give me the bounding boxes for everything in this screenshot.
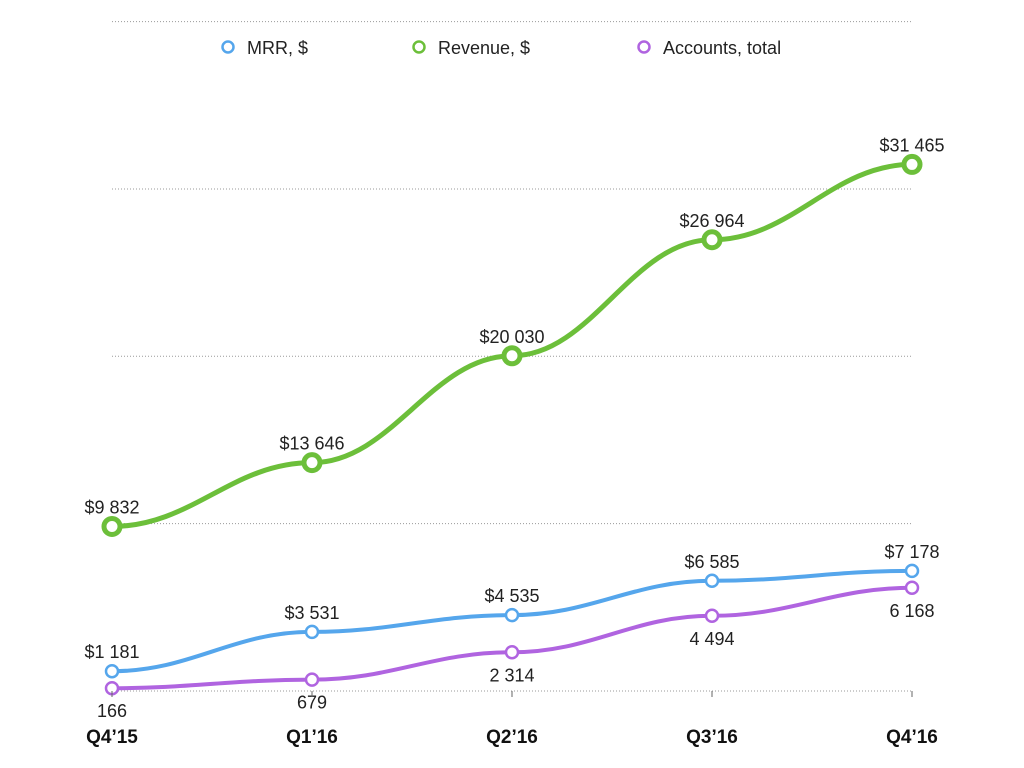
revenue-data-label: $20 030 xyxy=(479,327,544,347)
accounts-total-point xyxy=(704,608,720,624)
revenue-data-label: $26 964 xyxy=(679,211,744,231)
revenue-data-label: $31 465 xyxy=(879,135,944,155)
revenue-point xyxy=(701,229,723,251)
series-points xyxy=(101,153,923,696)
revenue-point xyxy=(101,515,123,537)
legend-marker xyxy=(221,40,235,54)
revenue-point xyxy=(501,345,523,367)
legend-marker xyxy=(637,40,651,54)
legend-label: MRR, $ xyxy=(247,38,308,58)
accounts-total-data-label: 166 xyxy=(97,701,127,721)
legend: MRR, $ Revenue, $ Accounts, total xyxy=(221,38,781,58)
data-labels: 166 679 2 314 4 494 6 168 $1 181 $3 531 $4 535 $… xyxy=(84,135,944,721)
mrr-data-label: $6 585 xyxy=(684,552,739,572)
x-tick-label: Q4’15 xyxy=(86,727,138,748)
revenue-data-label: $13 646 xyxy=(279,434,344,454)
x-axis: Q4’15 Q1’16 Q2’16 Q3’16 Q4’16 xyxy=(86,691,938,748)
revenue-point xyxy=(901,153,923,175)
legend-label: Accounts, total xyxy=(663,38,781,58)
legend-label: Revenue, $ xyxy=(438,38,530,58)
accounts-total-point xyxy=(904,580,920,596)
legend-item-revenue: Revenue, $ xyxy=(412,38,530,58)
mrr-point xyxy=(904,563,920,579)
mrr-point xyxy=(104,663,120,679)
mrr-point xyxy=(704,573,720,589)
x-tick-label: Q1’16 xyxy=(286,727,338,748)
mrr-data-label: $7 178 xyxy=(884,542,939,562)
x-tick-label: Q2’16 xyxy=(486,727,538,748)
accounts-total-data-label: 6 168 xyxy=(889,601,934,621)
revenue-data-label: $9 832 xyxy=(84,497,139,517)
accounts-total-data-label: 679 xyxy=(297,693,327,713)
mrr-data-label: $1 181 xyxy=(84,642,139,662)
legend-marker xyxy=(412,40,426,54)
mrr-point xyxy=(504,607,520,623)
revenue-point xyxy=(301,452,323,474)
accounts-total-point xyxy=(504,645,520,660)
mrr-data-label: $4 535 xyxy=(484,586,539,606)
accounts-total-data-label: 4 494 xyxy=(689,629,734,649)
accounts-total-point xyxy=(304,672,320,687)
legend-item-mrr: MRR, $ xyxy=(221,38,308,58)
mrr-point xyxy=(304,624,320,640)
x-tick-label: Q3’16 xyxy=(686,727,738,748)
accounts-total-data-label: 2 314 xyxy=(489,665,534,685)
x-tick-label: Q4’16 xyxy=(886,727,938,748)
mrr-data-label: $3 531 xyxy=(284,603,339,623)
legend-item-accounts-total: Accounts, total xyxy=(637,38,781,58)
